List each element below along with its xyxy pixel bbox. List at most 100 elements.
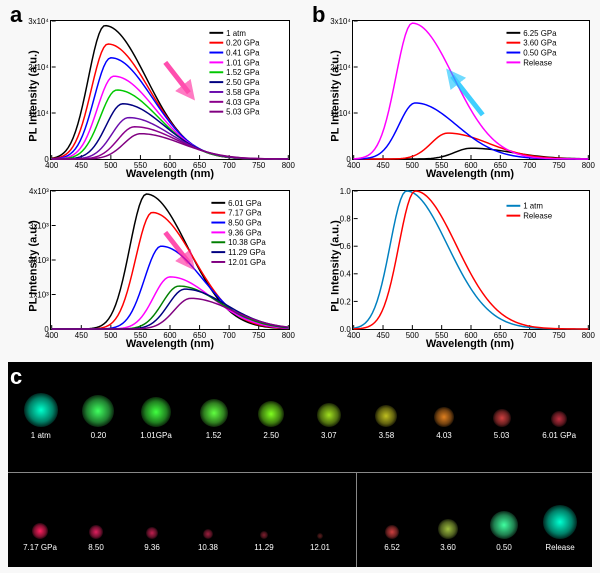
svg-text:450: 450: [376, 161, 390, 170]
photo-item: 0.50: [476, 492, 532, 552]
photo-label: 3.07: [321, 431, 337, 440]
chart-b-top-xlabel: Wavelength (nm): [400, 168, 540, 180]
svg-text:6.01 GPa: 6.01 GPa: [228, 199, 262, 208]
photo-blob: [200, 399, 228, 427]
svg-text:0: 0: [44, 325, 49, 334]
chart-b-top-plot: 40045050055060065070075080001x10⁴2x10⁴3x…: [352, 20, 590, 160]
svg-text:2x10⁴: 2x10⁴: [28, 63, 48, 72]
photo-item: 8.50: [68, 492, 124, 552]
photo-blob: [203, 529, 213, 539]
svg-text:0.2: 0.2: [340, 297, 351, 306]
photo-blob: [438, 519, 458, 539]
svg-text:5.03 GPa: 5.03 GPa: [226, 108, 260, 117]
photo-label: 8.50: [88, 543, 104, 552]
photo-blob: [317, 403, 341, 427]
photo-blob: [260, 531, 268, 539]
svg-text:12.01 GPa: 12.01 GPa: [228, 258, 266, 267]
photo-label: 4.03: [436, 431, 452, 440]
svg-text:3x10³: 3x10³: [29, 221, 49, 230]
svg-text:0: 0: [346, 155, 351, 164]
photo-blob: [493, 409, 511, 427]
svg-text:3.58 GPa: 3.58 GPa: [226, 88, 260, 97]
photo-label: Release: [545, 543, 574, 552]
svg-text:0.20 GPa: 0.20 GPa: [226, 39, 260, 48]
chart-b-bottom-plot: 4004505005506006507007508000.00.20.40.60…: [352, 190, 590, 330]
photo-blob: [375, 405, 397, 427]
svg-text:7.17 GPa: 7.17 GPa: [228, 209, 262, 218]
photo-blob: [32, 523, 48, 539]
svg-text:0.4: 0.4: [340, 270, 352, 279]
photo-label: 1.01GPa: [140, 431, 172, 440]
photo-panel-c: 1 atm0.201.01GPa1.522.503.073.584.035.03…: [8, 362, 592, 567]
photo-blob: [24, 393, 58, 427]
photo-item: 4.03: [415, 380, 473, 440]
chart-b-bottom-xlabel: Wavelength (nm): [400, 338, 540, 350]
panel-c-label: c: [10, 364, 22, 390]
photo-blob: [146, 527, 158, 539]
photo-item: 3.60: [420, 492, 476, 552]
photo-blob: [317, 533, 323, 539]
svg-text:800: 800: [582, 331, 596, 340]
photo-label: 3.60: [440, 543, 456, 552]
photo-blob: [385, 525, 399, 539]
photo-label: 10.38: [198, 543, 218, 552]
photo-blob: [258, 401, 284, 427]
chart-a-bottom-plot: 40045050055060065070075080001x10³2x10³3x…: [50, 190, 290, 330]
photo-item: 11.29: [236, 492, 292, 552]
svg-text:1.52 GPa: 1.52 GPa: [226, 68, 260, 77]
photo-item: 6.52: [364, 492, 420, 552]
svg-text:Release: Release: [523, 212, 553, 221]
svg-text:2x10³: 2x10³: [29, 256, 49, 265]
svg-text:450: 450: [75, 331, 89, 340]
photo-label: 0.50: [496, 543, 512, 552]
svg-text:450: 450: [75, 161, 89, 170]
svg-text:3x10⁴: 3x10⁴: [28, 17, 48, 26]
photo-blob: [89, 525, 103, 539]
svg-text:11.29 GPa: 11.29 GPa: [228, 248, 266, 257]
svg-text:800: 800: [282, 161, 296, 170]
photo-item: 3.58: [358, 380, 416, 440]
svg-text:4x10³: 4x10³: [29, 187, 49, 196]
chart-a-bottom-xlabel: Wavelength (nm): [100, 338, 240, 350]
svg-text:0.0: 0.0: [340, 325, 352, 334]
svg-text:1 atm: 1 atm: [523, 202, 543, 211]
photo-label: 6.52: [384, 543, 400, 552]
photo-blob: [490, 511, 518, 539]
svg-text:2x10⁴: 2x10⁴: [330, 63, 350, 72]
photo-item: 12.01: [292, 492, 348, 552]
photo-blob: [543, 505, 577, 539]
photo-item: 5.03: [473, 380, 531, 440]
svg-text:1.01 GPa: 1.01 GPa: [226, 58, 260, 67]
svg-text:4.03 GPa: 4.03 GPa: [226, 98, 260, 107]
chart-a-top-plot: 40045050055060065070075080001x10⁴2x10⁴3x…: [50, 20, 290, 160]
svg-text:0.6: 0.6: [340, 242, 352, 251]
figure-container: a b PL Intensity (a.u.) 4004505005506006…: [0, 0, 600, 573]
svg-text:1 atm: 1 atm: [226, 29, 246, 38]
photo-label: 7.17 GPa: [23, 543, 57, 552]
svg-text:3x10⁴: 3x10⁴: [330, 17, 350, 26]
photo-item: 7.17 GPa: [12, 492, 68, 552]
svg-text:750: 750: [552, 331, 566, 340]
svg-text:750: 750: [552, 161, 566, 170]
panel-b-label: b: [312, 2, 325, 28]
svg-text:0: 0: [44, 155, 49, 164]
photo-item: 9.36: [124, 492, 180, 552]
chart-a-top-xlabel: Wavelength (nm): [100, 168, 240, 180]
svg-text:800: 800: [582, 161, 596, 170]
photo-item: 1.01GPa: [127, 380, 185, 440]
photo-label: 1.52: [206, 431, 222, 440]
photo-blob: [141, 397, 171, 427]
svg-text:0.8: 0.8: [340, 215, 352, 224]
photo-blob: [551, 411, 567, 427]
photo-blob: [82, 395, 114, 427]
svg-text:750: 750: [252, 161, 266, 170]
svg-text:9.36 GPa: 9.36 GPa: [228, 228, 262, 237]
photo-item: 2.50: [242, 380, 300, 440]
svg-text:0.41 GPa: 0.41 GPa: [226, 49, 260, 58]
photo-label: 1 atm: [31, 431, 51, 440]
svg-text:1x10³: 1x10³: [29, 290, 49, 299]
svg-text:Release: Release: [523, 58, 553, 67]
svg-text:1.0: 1.0: [340, 187, 352, 196]
svg-text:2.50 GPa: 2.50 GPa: [226, 78, 260, 87]
photo-blob: [434, 407, 454, 427]
